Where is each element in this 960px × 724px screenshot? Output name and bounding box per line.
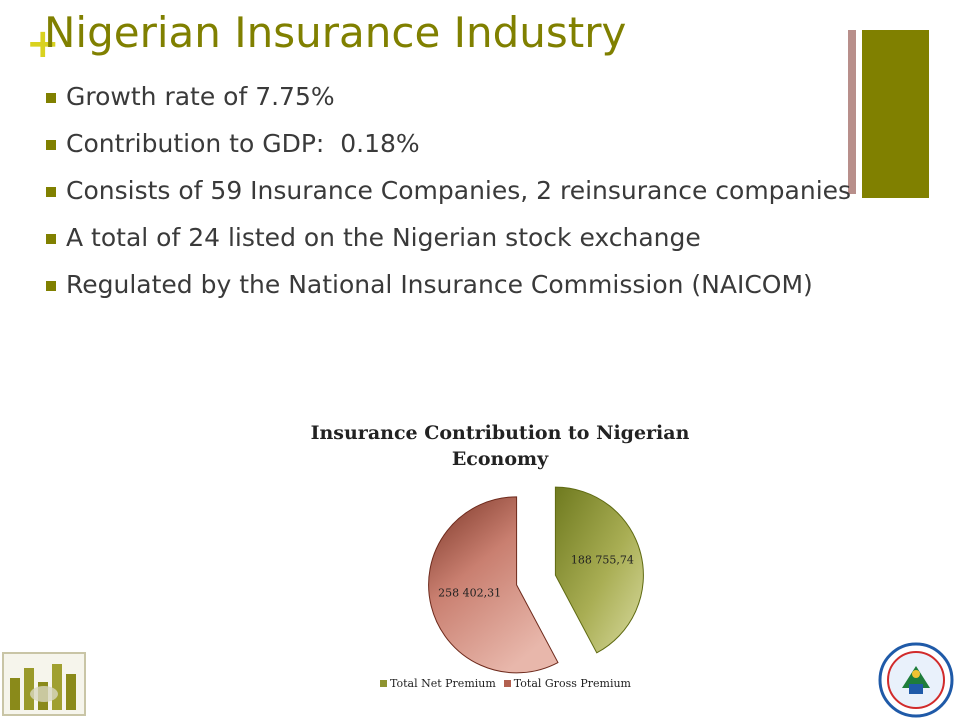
pie-label-net-premium: 188 755,74 (571, 553, 634, 566)
bullet-square-icon (46, 93, 56, 103)
legend-item-net: Total Net Premium (380, 677, 496, 690)
bullet-list: Growth rate of 7.75% Contribution to GDP… (46, 80, 896, 315)
bullet-square-icon (46, 281, 56, 291)
bar-chart-logo (2, 652, 86, 716)
decorative-bar-thick (862, 30, 929, 198)
bullet-square-icon (46, 140, 56, 150)
institute-seal-logo (876, 640, 956, 720)
bullet-item: A total of 24 listed on the Nigerian sto… (46, 221, 896, 255)
pie-slice-gross-premium (428, 496, 559, 674)
bullet-item: Consists of 59 Insurance Companies, 2 re… (46, 174, 896, 208)
bullet-square-icon (46, 234, 56, 244)
slide-title: Nigerian Insurance Industry (44, 8, 627, 57)
chart-legend: Total Net Premium Total Gross Premium (380, 677, 680, 690)
pie-label-gross-premium: 258 402,31 (438, 587, 501, 600)
legend-swatch-gross (503, 680, 511, 687)
legend-swatch-net (380, 680, 387, 687)
decorative-bar-thin (848, 30, 856, 194)
pie-chart-svg: 188 755,74 258 402,31 (428, 486, 644, 674)
bullet-item: Growth rate of 7.75% (46, 80, 896, 114)
pie-slice-net-premium (554, 486, 644, 654)
bullet-item: Contribution to GDP: 0.18% (46, 127, 896, 161)
bullet-square-icon (46, 187, 56, 197)
pie-chart: Insurance Contribution to Nigerian Econo… (300, 412, 700, 702)
bullet-item: Regulated by the National Insurance Comm… (46, 268, 896, 302)
legend-item-gross: Total Gross Premium (503, 677, 631, 690)
chart-title: Insurance Contribution to Nigerian Econo… (310, 422, 690, 470)
